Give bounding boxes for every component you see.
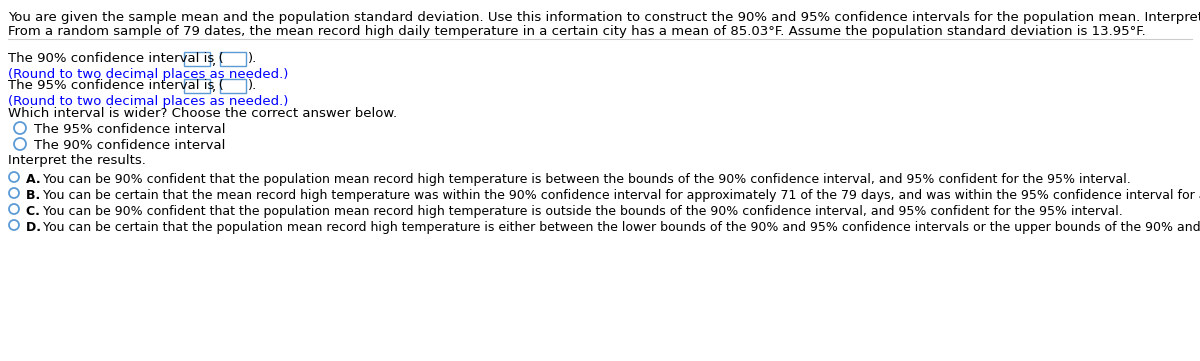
Text: You can be certain that the population mean record high temperature is either be: You can be certain that the population m…: [43, 221, 1200, 234]
FancyBboxPatch shape: [220, 52, 246, 66]
Text: You can be certain that the mean record high temperature was within the 90% conf: You can be certain that the mean record …: [43, 189, 1200, 202]
Text: (Round to two decimal places as needed.): (Round to two decimal places as needed.): [8, 95, 288, 108]
Text: ,: ,: [211, 82, 215, 95]
Text: Interpret the results.: Interpret the results.: [8, 154, 146, 167]
Text: The 90% confidence interval: The 90% confidence interval: [34, 139, 226, 152]
Text: D.: D.: [26, 221, 46, 234]
Text: Which interval is wider? Choose the correct answer below.: Which interval is wider? Choose the corr…: [8, 107, 397, 120]
FancyBboxPatch shape: [220, 79, 246, 93]
Text: You can be 90% confident that the population mean record high temperature is out: You can be 90% confident that the popula…: [43, 205, 1123, 218]
Text: From a random sample of 79 dates, the mean record high daily temperature in a ce: From a random sample of 79 dates, the me…: [8, 25, 1146, 38]
Text: The 95% confidence interval: The 95% confidence interval: [34, 123, 226, 136]
Text: You can be 90% confident that the population mean record high temperature is bet: You can be 90% confident that the popula…: [43, 173, 1130, 186]
Text: B.: B.: [26, 189, 44, 202]
Text: ,: ,: [211, 55, 215, 68]
Text: C.: C.: [26, 205, 44, 218]
Text: The 95% confidence interval is (: The 95% confidence interval is (: [8, 79, 223, 92]
Text: ).: ).: [248, 79, 257, 92]
Text: The 90% confidence interval is (: The 90% confidence interval is (: [8, 52, 223, 65]
FancyBboxPatch shape: [184, 79, 210, 93]
Text: You are given the sample mean and the population standard deviation. Use this in: You are given the sample mean and the po…: [8, 11, 1200, 24]
FancyBboxPatch shape: [184, 52, 210, 66]
Text: (Round to two decimal places as needed.): (Round to two decimal places as needed.): [8, 68, 288, 81]
Text: ).: ).: [248, 52, 257, 65]
Text: A.: A.: [26, 173, 46, 186]
